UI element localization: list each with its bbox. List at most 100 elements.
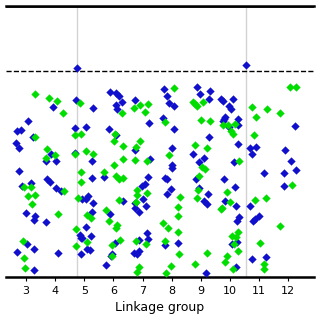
Point bbox=[74, 244, 79, 249]
Point bbox=[33, 134, 38, 140]
Point bbox=[119, 111, 124, 116]
Point bbox=[52, 152, 57, 157]
Point bbox=[143, 242, 148, 247]
Point bbox=[89, 216, 94, 221]
Point bbox=[230, 131, 235, 136]
Point bbox=[24, 210, 29, 215]
Point bbox=[170, 146, 175, 151]
Point bbox=[138, 102, 143, 107]
Point bbox=[282, 183, 287, 188]
Point bbox=[137, 248, 142, 253]
Point bbox=[196, 186, 202, 191]
Point bbox=[54, 159, 59, 164]
Point bbox=[133, 206, 138, 211]
Point bbox=[120, 176, 125, 181]
Point bbox=[204, 201, 210, 206]
Point bbox=[143, 110, 148, 115]
Point bbox=[79, 236, 84, 241]
Point bbox=[161, 115, 166, 120]
Point bbox=[20, 238, 25, 244]
Point bbox=[44, 156, 49, 161]
Point bbox=[113, 132, 118, 137]
Point bbox=[84, 240, 89, 245]
Point bbox=[145, 102, 150, 107]
Point bbox=[14, 128, 19, 133]
Point bbox=[228, 107, 234, 112]
Point bbox=[108, 90, 113, 95]
Point bbox=[26, 193, 31, 198]
Point bbox=[133, 145, 138, 150]
Point bbox=[261, 267, 266, 272]
Point bbox=[44, 146, 50, 151]
Point bbox=[207, 88, 212, 93]
Point bbox=[85, 193, 91, 198]
Point bbox=[91, 201, 96, 206]
Point bbox=[135, 269, 140, 274]
Point bbox=[134, 252, 140, 257]
Point bbox=[112, 241, 117, 246]
Point bbox=[114, 225, 119, 230]
Point bbox=[262, 171, 267, 176]
Point bbox=[111, 162, 116, 167]
Point bbox=[148, 157, 153, 162]
Point bbox=[175, 229, 180, 235]
Point bbox=[19, 128, 24, 133]
Point bbox=[144, 158, 149, 164]
Point bbox=[132, 201, 137, 206]
Point bbox=[113, 90, 118, 95]
Point bbox=[235, 122, 240, 127]
Point bbox=[106, 126, 111, 132]
Point bbox=[194, 84, 199, 90]
Point bbox=[111, 138, 116, 143]
Point bbox=[61, 188, 66, 193]
Point bbox=[277, 111, 283, 116]
Point bbox=[80, 196, 85, 201]
Point bbox=[30, 134, 35, 140]
Point bbox=[117, 238, 122, 243]
Point bbox=[171, 103, 176, 108]
Point bbox=[224, 254, 229, 259]
Point bbox=[78, 235, 83, 240]
Point bbox=[166, 226, 171, 231]
Point bbox=[139, 183, 144, 188]
Point bbox=[104, 207, 109, 212]
Point bbox=[14, 250, 20, 255]
Point bbox=[145, 230, 150, 235]
Point bbox=[206, 97, 212, 102]
Point bbox=[219, 97, 224, 102]
Point bbox=[106, 218, 111, 223]
Point bbox=[227, 103, 232, 108]
Point bbox=[25, 119, 30, 124]
Point bbox=[162, 86, 167, 91]
Point bbox=[32, 217, 37, 222]
Point bbox=[277, 224, 283, 229]
Point bbox=[234, 219, 239, 224]
Point bbox=[116, 197, 122, 202]
Point bbox=[233, 203, 238, 208]
Point bbox=[90, 209, 95, 214]
Point bbox=[192, 262, 197, 267]
Point bbox=[175, 241, 180, 246]
Point bbox=[167, 101, 172, 106]
Point bbox=[253, 144, 259, 149]
Point bbox=[293, 84, 299, 90]
Point bbox=[131, 251, 136, 256]
Point bbox=[223, 114, 228, 119]
Point bbox=[223, 198, 228, 203]
Point bbox=[108, 211, 113, 216]
Point bbox=[146, 237, 151, 242]
Point bbox=[293, 168, 298, 173]
Point bbox=[168, 187, 173, 192]
Point bbox=[133, 158, 138, 163]
Point bbox=[193, 101, 198, 107]
Point bbox=[265, 107, 270, 112]
Point bbox=[170, 165, 175, 171]
Point bbox=[78, 101, 83, 106]
Point bbox=[261, 262, 267, 267]
Point bbox=[24, 242, 29, 247]
Point bbox=[252, 216, 257, 221]
Point bbox=[194, 104, 199, 109]
Point bbox=[134, 199, 139, 204]
Point bbox=[17, 168, 22, 173]
Point bbox=[177, 252, 182, 257]
